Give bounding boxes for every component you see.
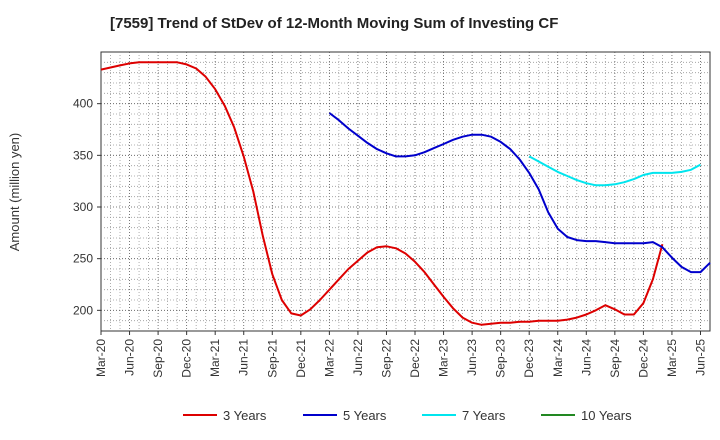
x-tick-label: Mar-21 xyxy=(208,339,222,377)
plot-area xyxy=(100,51,711,332)
x-tick-label: Sep-24 xyxy=(608,339,622,378)
x-tick-label: Mar-23 xyxy=(437,339,451,377)
x-tick-label: Dec-24 xyxy=(636,339,650,378)
plot-frame xyxy=(100,51,711,332)
y-tick-label: 300 xyxy=(73,200,93,214)
x-tick-label: Jun-22 xyxy=(351,339,365,376)
legend-label: 10 Years xyxy=(581,408,632,423)
x-axis: Mar-20 Jun-20 Sep-20 Dec-20 Mar-21 Jun-21 Sep-… xyxy=(94,331,707,378)
legend-label: 7 Years xyxy=(462,408,506,423)
x-tick-label: Dec-22 xyxy=(408,339,422,378)
legend-label: 5 Years xyxy=(343,408,387,423)
series-line-1 xyxy=(100,61,664,326)
series-layer xyxy=(100,61,711,326)
x-tick-label: Jun-23 xyxy=(465,339,479,376)
x-tick-label: Mar-22 xyxy=(322,339,336,377)
legend-label: 3 Years xyxy=(223,408,267,423)
x-tick-label: Dec-21 xyxy=(294,339,308,378)
chart-title: [7559] Trend of StDev of 12-Month Moving… xyxy=(110,15,558,32)
y-axis: 200 250 300 350 400 xyxy=(73,97,101,317)
y-axis-label: Amount (million yen) xyxy=(7,133,22,252)
y-tick-label: 200 xyxy=(73,303,93,317)
x-tick-label: Mar-20 xyxy=(94,339,108,377)
x-tick-label: Jun-25 xyxy=(693,339,707,376)
x-tick-label: Jun-24 xyxy=(579,339,593,376)
series-line-3 xyxy=(528,155,701,187)
x-tick-label: Jun-20 xyxy=(123,339,137,376)
x-tick-label: Mar-25 xyxy=(665,339,679,377)
x-tick-label: Sep-20 xyxy=(151,339,165,378)
x-tick-label: Jun-21 xyxy=(237,339,251,376)
x-tick-label: Sep-23 xyxy=(494,339,508,378)
x-tick-label: Dec-20 xyxy=(180,339,194,378)
y-tick-label: 400 xyxy=(73,97,93,111)
x-tick-label: Sep-22 xyxy=(379,339,393,378)
x-tick-label: Dec-23 xyxy=(522,339,536,378)
series-line-2 xyxy=(328,112,711,274)
legend: 3 Years 5 Years 7 Years 10 Years xyxy=(183,408,632,423)
y-tick-label: 250 xyxy=(73,252,93,266)
x-tick-label: Sep-21 xyxy=(265,339,279,378)
y-tick-label: 350 xyxy=(73,148,93,162)
x-tick-label: Mar-24 xyxy=(551,339,565,377)
